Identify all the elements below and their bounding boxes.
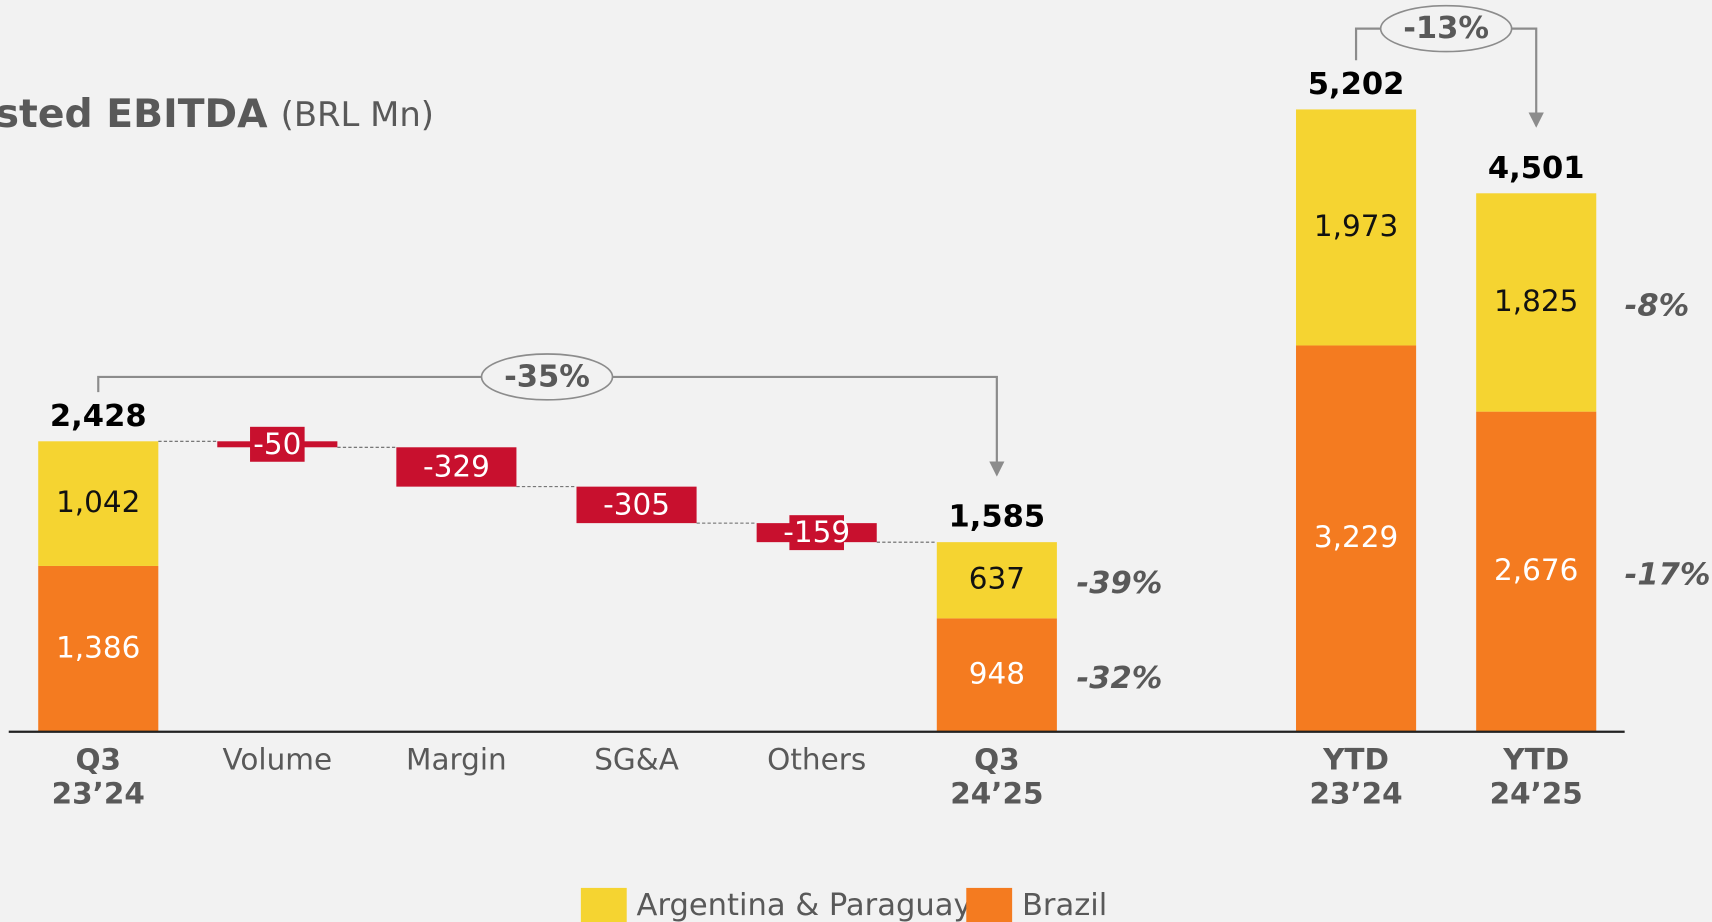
x-tick-label: 24’25: [950, 777, 1043, 811]
legend-swatch: [580, 887, 627, 922]
total-label: 2,428: [50, 399, 147, 434]
subtitle: (BRL Mn): [281, 94, 434, 133]
bar-segment: [936, 618, 1057, 732]
total-label: 4,501: [1488, 151, 1585, 186]
x-tick-label: 24’25: [1490, 777, 1583, 811]
x-tick-label: 23’24: [1309, 777, 1402, 811]
x-tick-label: Q3: [75, 743, 121, 777]
delta-label: -329: [423, 450, 490, 484]
x-tick-label: SG&A: [594, 743, 679, 777]
bracket-bubble: [480, 353, 614, 401]
total-label: 5,202: [1308, 67, 1405, 102]
bar-segment: [38, 441, 159, 566]
segment-label: 1,042: [56, 485, 140, 519]
bar-segment: [936, 542, 1057, 619]
x-tick-label: Q3: [974, 743, 1020, 777]
segment-label: 948: [969, 657, 1025, 691]
x-tick-label: Volume: [223, 743, 333, 777]
delta-label-box: [789, 515, 844, 551]
x-tick-label: Others: [767, 743, 866, 777]
total-label: 1,585: [949, 500, 1046, 535]
delta-label-box: [429, 449, 484, 485]
segment-label: 1,386: [56, 630, 140, 664]
bracket-bubble: [1379, 4, 1513, 53]
segment-label: 2,676: [1494, 553, 1578, 587]
bar-segment: [1476, 193, 1597, 412]
x-tick-label: YTD: [1322, 743, 1389, 777]
delta-label-box: [250, 426, 305, 462]
bracket-label: -13%: [1403, 11, 1489, 46]
segment-label: 3,229: [1314, 520, 1398, 554]
bar-segment: [38, 565, 159, 732]
legend-swatch: [966, 887, 1013, 922]
legend-label: Brazil: [1022, 888, 1107, 922]
chart-title: sted EBITDA (BRL Mn): [0, 91, 434, 136]
segment-label: 1,825: [1494, 284, 1578, 318]
change-label: -17%: [1625, 558, 1711, 593]
x-tick-label: 23’24: [52, 777, 145, 811]
delta-label: -50: [253, 427, 301, 461]
segment-label: 1,973: [1314, 209, 1398, 243]
segment-label: 637: [969, 562, 1025, 596]
change-label: -8%: [1625, 288, 1690, 323]
bracket-label: -35%: [504, 360, 590, 395]
bar-segment: [1476, 411, 1597, 732]
change-label: -32%: [1077, 661, 1163, 696]
delta-label: -159: [783, 515, 850, 549]
title: sted EBITDA: [0, 91, 268, 136]
delta-label: -305: [603, 487, 670, 521]
x-tick-label: YTD: [1502, 743, 1569, 777]
delta-label-box: [609, 487, 664, 523]
change-label: -39%: [1077, 566, 1163, 601]
bar-segment: [1296, 345, 1417, 732]
x-tick-label: Margin: [406, 743, 507, 777]
legend-label: Argentina & Paraguay: [637, 888, 972, 922]
bar-segment: [1296, 109, 1417, 346]
